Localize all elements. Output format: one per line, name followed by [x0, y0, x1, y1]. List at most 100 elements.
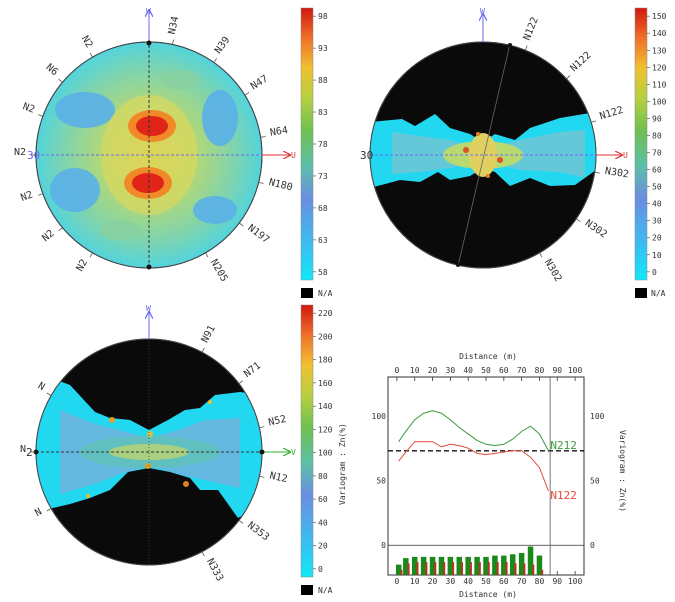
- colorbar1-na-swatch: [301, 288, 313, 298]
- direction-label: N34: [167, 15, 182, 35]
- direction-tick: [524, 45, 528, 51]
- colorbar-tick-label: 93: [318, 44, 328, 53]
- colorbar-tick-label: 63: [318, 236, 328, 245]
- colorbar1: [300, 7, 314, 281]
- x-tick-label-bottom: 70: [517, 577, 527, 586]
- direction-label: N71: [242, 360, 263, 380]
- colorbar-tick-label: 70: [652, 149, 662, 158]
- direction-tick: [37, 193, 43, 196]
- direction-label: N39: [213, 35, 232, 56]
- direction-label: N2: [79, 34, 95, 50]
- colorbar-tick-label: 73: [318, 172, 328, 181]
- map3-axis-right-label: V: [291, 448, 296, 457]
- x-tick-label-top: 0: [394, 366, 399, 375]
- map3-axis-left-label: 2: [26, 446, 33, 459]
- direction-label: N64: [269, 125, 289, 139]
- map3-axis-top-label: W: [146, 304, 151, 313]
- line-chart-series: N212 N122: [398, 410, 577, 502]
- direction-label: N180: [268, 177, 294, 194]
- colorbar3-na-swatch: [301, 585, 313, 595]
- bar-green: [420, 556, 427, 575]
- colorbar-tick-label: 120: [318, 425, 333, 434]
- bar-green: [438, 556, 445, 575]
- direction-tick: [244, 92, 250, 96]
- colorbar-tick-label: 60: [318, 495, 328, 504]
- direction-label: N91: [200, 324, 218, 345]
- colorbar-tick-label: 80: [318, 472, 328, 481]
- x-tick-label-bottom: 30: [446, 577, 456, 586]
- line-chart-axes: 0 0 10 10 20 20 30 30 40 40 50 50 60 60 70 70 80 80 90 90 10…: [372, 366, 605, 586]
- bar-red: [452, 562, 455, 575]
- bar-red: [434, 562, 437, 575]
- colorbar-tick-label: 40: [318, 518, 328, 527]
- direction-tick: [37, 114, 43, 117]
- x-tick-label-bottom: 100: [568, 577, 583, 586]
- colorbar-tick-label: 98: [318, 12, 328, 21]
- colorbar3-na-label: N/A: [318, 586, 333, 595]
- colorbar-tick-label: 0: [318, 565, 323, 574]
- x-tick-label-top: 90: [552, 366, 562, 375]
- bar-green: [465, 556, 471, 575]
- direction-tick: [594, 171, 600, 174]
- x-tick-label-bottom: 60: [499, 577, 509, 586]
- map1-axis-right-label: U: [291, 151, 296, 160]
- bar-red: [443, 562, 446, 575]
- colorbar-tick-label: 130: [652, 46, 667, 55]
- direction-tick: [259, 426, 265, 429]
- bar-green: [429, 556, 436, 575]
- direction-tick: [539, 252, 543, 258]
- direction-label: N2: [14, 147, 26, 158]
- colorbar2-na-label: N/A: [651, 289, 666, 298]
- colorbar-tick-label: 150: [652, 12, 667, 21]
- bar-red: [400, 569, 403, 575]
- direction-label: N122: [598, 105, 624, 122]
- variogram-map-1: W U 30 N34 N39 N47 N64 N180 N197 N205 N2 N6 N2 N2 N…: [14, 7, 333, 298]
- bar-red: [496, 562, 499, 575]
- colorbar-tick-label: 60: [652, 166, 662, 175]
- direction-label: N47: [249, 73, 270, 92]
- direction-tick: [205, 252, 209, 258]
- colorbar-tick-label: 20: [318, 542, 328, 551]
- colorbar2-na-swatch: [635, 288, 647, 298]
- direction-label: N2: [19, 190, 34, 204]
- map2-axis-right-label: U: [623, 151, 628, 160]
- direction-tick: [46, 508, 52, 512]
- bar-green: [536, 555, 543, 575]
- direction-label: N6: [44, 62, 60, 78]
- line-chart-xlabel-top: Distance (m): [459, 352, 517, 361]
- colorbar-tick-label: 0: [652, 268, 657, 277]
- bar-green: [483, 556, 489, 575]
- direction-tick: [238, 380, 244, 384]
- x-tick-label-bottom: 10: [410, 577, 420, 586]
- direction-label: N353: [245, 520, 271, 543]
- direction-tick: [58, 227, 63, 232]
- colorbar-tick-label: 10: [652, 251, 662, 260]
- direction-label: N205: [208, 258, 230, 284]
- direction-tick: [89, 252, 93, 258]
- map2-axis-top-label: W: [480, 7, 485, 16]
- bar-red: [487, 562, 490, 575]
- colorbar-tick-label: 88: [318, 76, 328, 85]
- direction-label: N302: [583, 218, 609, 241]
- direction-tick: [58, 78, 63, 83]
- direction-tick: [89, 52, 93, 58]
- direction-tick: [172, 39, 174, 45]
- colorbar-tick-label: 160: [318, 379, 333, 388]
- direction-label: N122: [568, 50, 593, 74]
- bar-red: [505, 562, 508, 575]
- colorbar-tick-label: 68: [318, 204, 328, 213]
- line-chart-ylabel-right: Variogram : Zn(%): [618, 430, 627, 512]
- colorbar-tick-label: 83: [318, 108, 328, 117]
- direction-tick: [591, 120, 597, 123]
- y-tick-label-left: 100: [372, 412, 387, 421]
- colorbar3: [300, 304, 314, 578]
- direction-tick: [201, 347, 205, 353]
- bar-red: [514, 563, 517, 575]
- direction-label: N: [20, 444, 26, 455]
- colorbar3-ticks: 0 20 40 60 80 100 120 140 160 180 200 220: [313, 309, 333, 574]
- direction-label: N333: [204, 557, 225, 583]
- x-tick-label-bottom: 90: [552, 577, 562, 586]
- x-tick-label-bottom: 40: [463, 577, 473, 586]
- direction-label: N197: [245, 223, 271, 246]
